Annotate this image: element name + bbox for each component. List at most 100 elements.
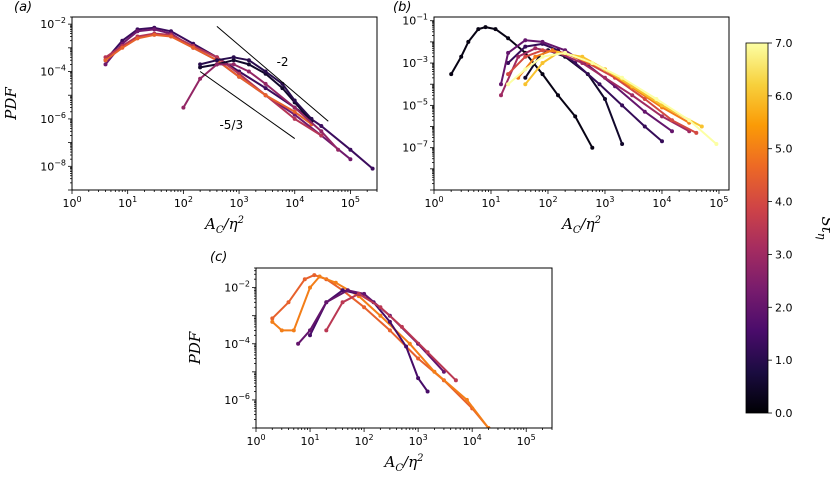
data-point xyxy=(590,61,595,65)
x-tick-label: 105 xyxy=(709,195,728,210)
data-point xyxy=(370,166,375,171)
data-point xyxy=(699,124,704,129)
panel-b: (b) 100 101 102 103 104 105 10−7 10−5 10−3 10−1 AC… xyxy=(393,0,730,236)
data-point xyxy=(540,48,545,53)
series-line xyxy=(104,26,374,170)
data-point xyxy=(660,114,664,119)
x-tick-label: 102 xyxy=(355,433,374,448)
y-tick-label: 10−2 xyxy=(224,280,250,295)
data-point xyxy=(540,39,545,44)
colorbar-tick-label: 5.0 xyxy=(775,143,793,156)
data-point xyxy=(506,36,511,41)
data-point xyxy=(198,65,203,70)
panel-c-plot: 100 101 102 103 104 105 10−6 10−4 10−2 AC/η2 PDF xyxy=(186,267,553,474)
y-tick-label: 10−4 xyxy=(40,64,66,79)
data-point xyxy=(590,145,595,150)
data-point xyxy=(291,328,296,333)
x-tick-label: 101 xyxy=(118,195,137,210)
data-point xyxy=(563,50,568,55)
data-point xyxy=(152,27,157,32)
data-point xyxy=(620,75,625,80)
data-point xyxy=(714,142,719,146)
data-point xyxy=(573,61,578,65)
data-point xyxy=(263,69,268,74)
data-point xyxy=(246,69,251,74)
data-point xyxy=(533,54,538,59)
panel-a: (a) -2 -5/3 100 101 102 103 104 105 10−8 10−6 10−4… xyxy=(2,0,378,236)
data-point xyxy=(120,45,125,50)
data-point xyxy=(270,316,275,321)
data-point xyxy=(603,75,607,80)
series-line xyxy=(199,56,313,120)
x-tick-label: 103 xyxy=(409,433,428,448)
data-point xyxy=(319,129,324,134)
data-point xyxy=(362,305,367,310)
slope-line xyxy=(199,71,296,139)
slope-annotation: -2 xyxy=(277,55,289,69)
x-tick-label: 103 xyxy=(595,195,614,210)
data-point xyxy=(279,328,284,333)
colorbar-ticks: 0.0 1.0 2.0 3.0 4.0 5.0 6.0 7.0 xyxy=(768,37,793,420)
data-point xyxy=(459,54,464,59)
panel-c-label: (c) xyxy=(210,250,227,265)
x-tick-label: 100 xyxy=(62,195,81,210)
colorbar-tick-label: 0.0 xyxy=(775,407,793,420)
axes-frame xyxy=(71,16,378,191)
data-point xyxy=(340,288,345,293)
data-point xyxy=(466,39,471,44)
data-point xyxy=(263,86,268,91)
data-point xyxy=(694,130,699,135)
y-tick-label: 10−7 xyxy=(402,140,428,155)
data-point xyxy=(540,61,545,65)
colorbar-tick-label: 4.0 xyxy=(775,196,793,209)
y-tick-label: 10−3 xyxy=(402,55,428,70)
x-tick-label: 105 xyxy=(517,433,536,448)
y-tick-label: 10−2 xyxy=(40,16,66,31)
data-point xyxy=(237,74,242,79)
data-point xyxy=(214,55,219,60)
data-point xyxy=(292,105,297,110)
data-point xyxy=(246,62,251,67)
series-group xyxy=(270,273,491,428)
data-point xyxy=(597,82,602,87)
data-point xyxy=(246,58,251,63)
data-point xyxy=(523,75,528,80)
colorbar-label-sub: η xyxy=(815,233,828,240)
data-point xyxy=(324,328,329,333)
x-axis-label: AC/η2 xyxy=(560,215,601,236)
data-point xyxy=(573,114,578,119)
colorbar-gradient xyxy=(745,42,769,414)
colorbar-tick-label: 3.0 xyxy=(775,248,793,261)
data-point xyxy=(152,32,157,37)
data-point xyxy=(378,313,383,318)
panel-c: (c) 100 101 102 103 104 105 10−6 10−4 10−2 AC/η2 P… xyxy=(186,250,553,474)
data-point xyxy=(580,54,585,59)
x-tick-label: 101 xyxy=(300,433,319,448)
data-point xyxy=(449,72,454,77)
axes-frame xyxy=(433,16,730,191)
data-point xyxy=(416,356,421,361)
data-point xyxy=(191,45,196,50)
data-point xyxy=(280,86,285,91)
x-tick-label: 102 xyxy=(538,195,557,210)
data-point xyxy=(660,139,664,144)
y-tick-label: 10−1 xyxy=(402,13,428,28)
y-tick-label: 10−6 xyxy=(40,111,66,126)
data-point xyxy=(214,62,219,67)
data-point xyxy=(286,300,291,305)
data-point xyxy=(231,55,236,60)
panel-b-label: (b) xyxy=(393,0,411,15)
data-point xyxy=(135,29,140,34)
data-point xyxy=(441,369,446,374)
data-point xyxy=(506,72,511,77)
colorbar-tick-label: 7.0 xyxy=(775,37,793,50)
series-line xyxy=(450,26,594,149)
colorbar-label: Stη xyxy=(815,217,830,240)
y-tick-label: 10−4 xyxy=(224,336,250,351)
data-point xyxy=(425,389,430,394)
x-tick-label: 103 xyxy=(230,195,249,210)
y-axis-label: PDF xyxy=(2,87,20,121)
data-point xyxy=(407,341,412,346)
data-point xyxy=(642,124,647,129)
